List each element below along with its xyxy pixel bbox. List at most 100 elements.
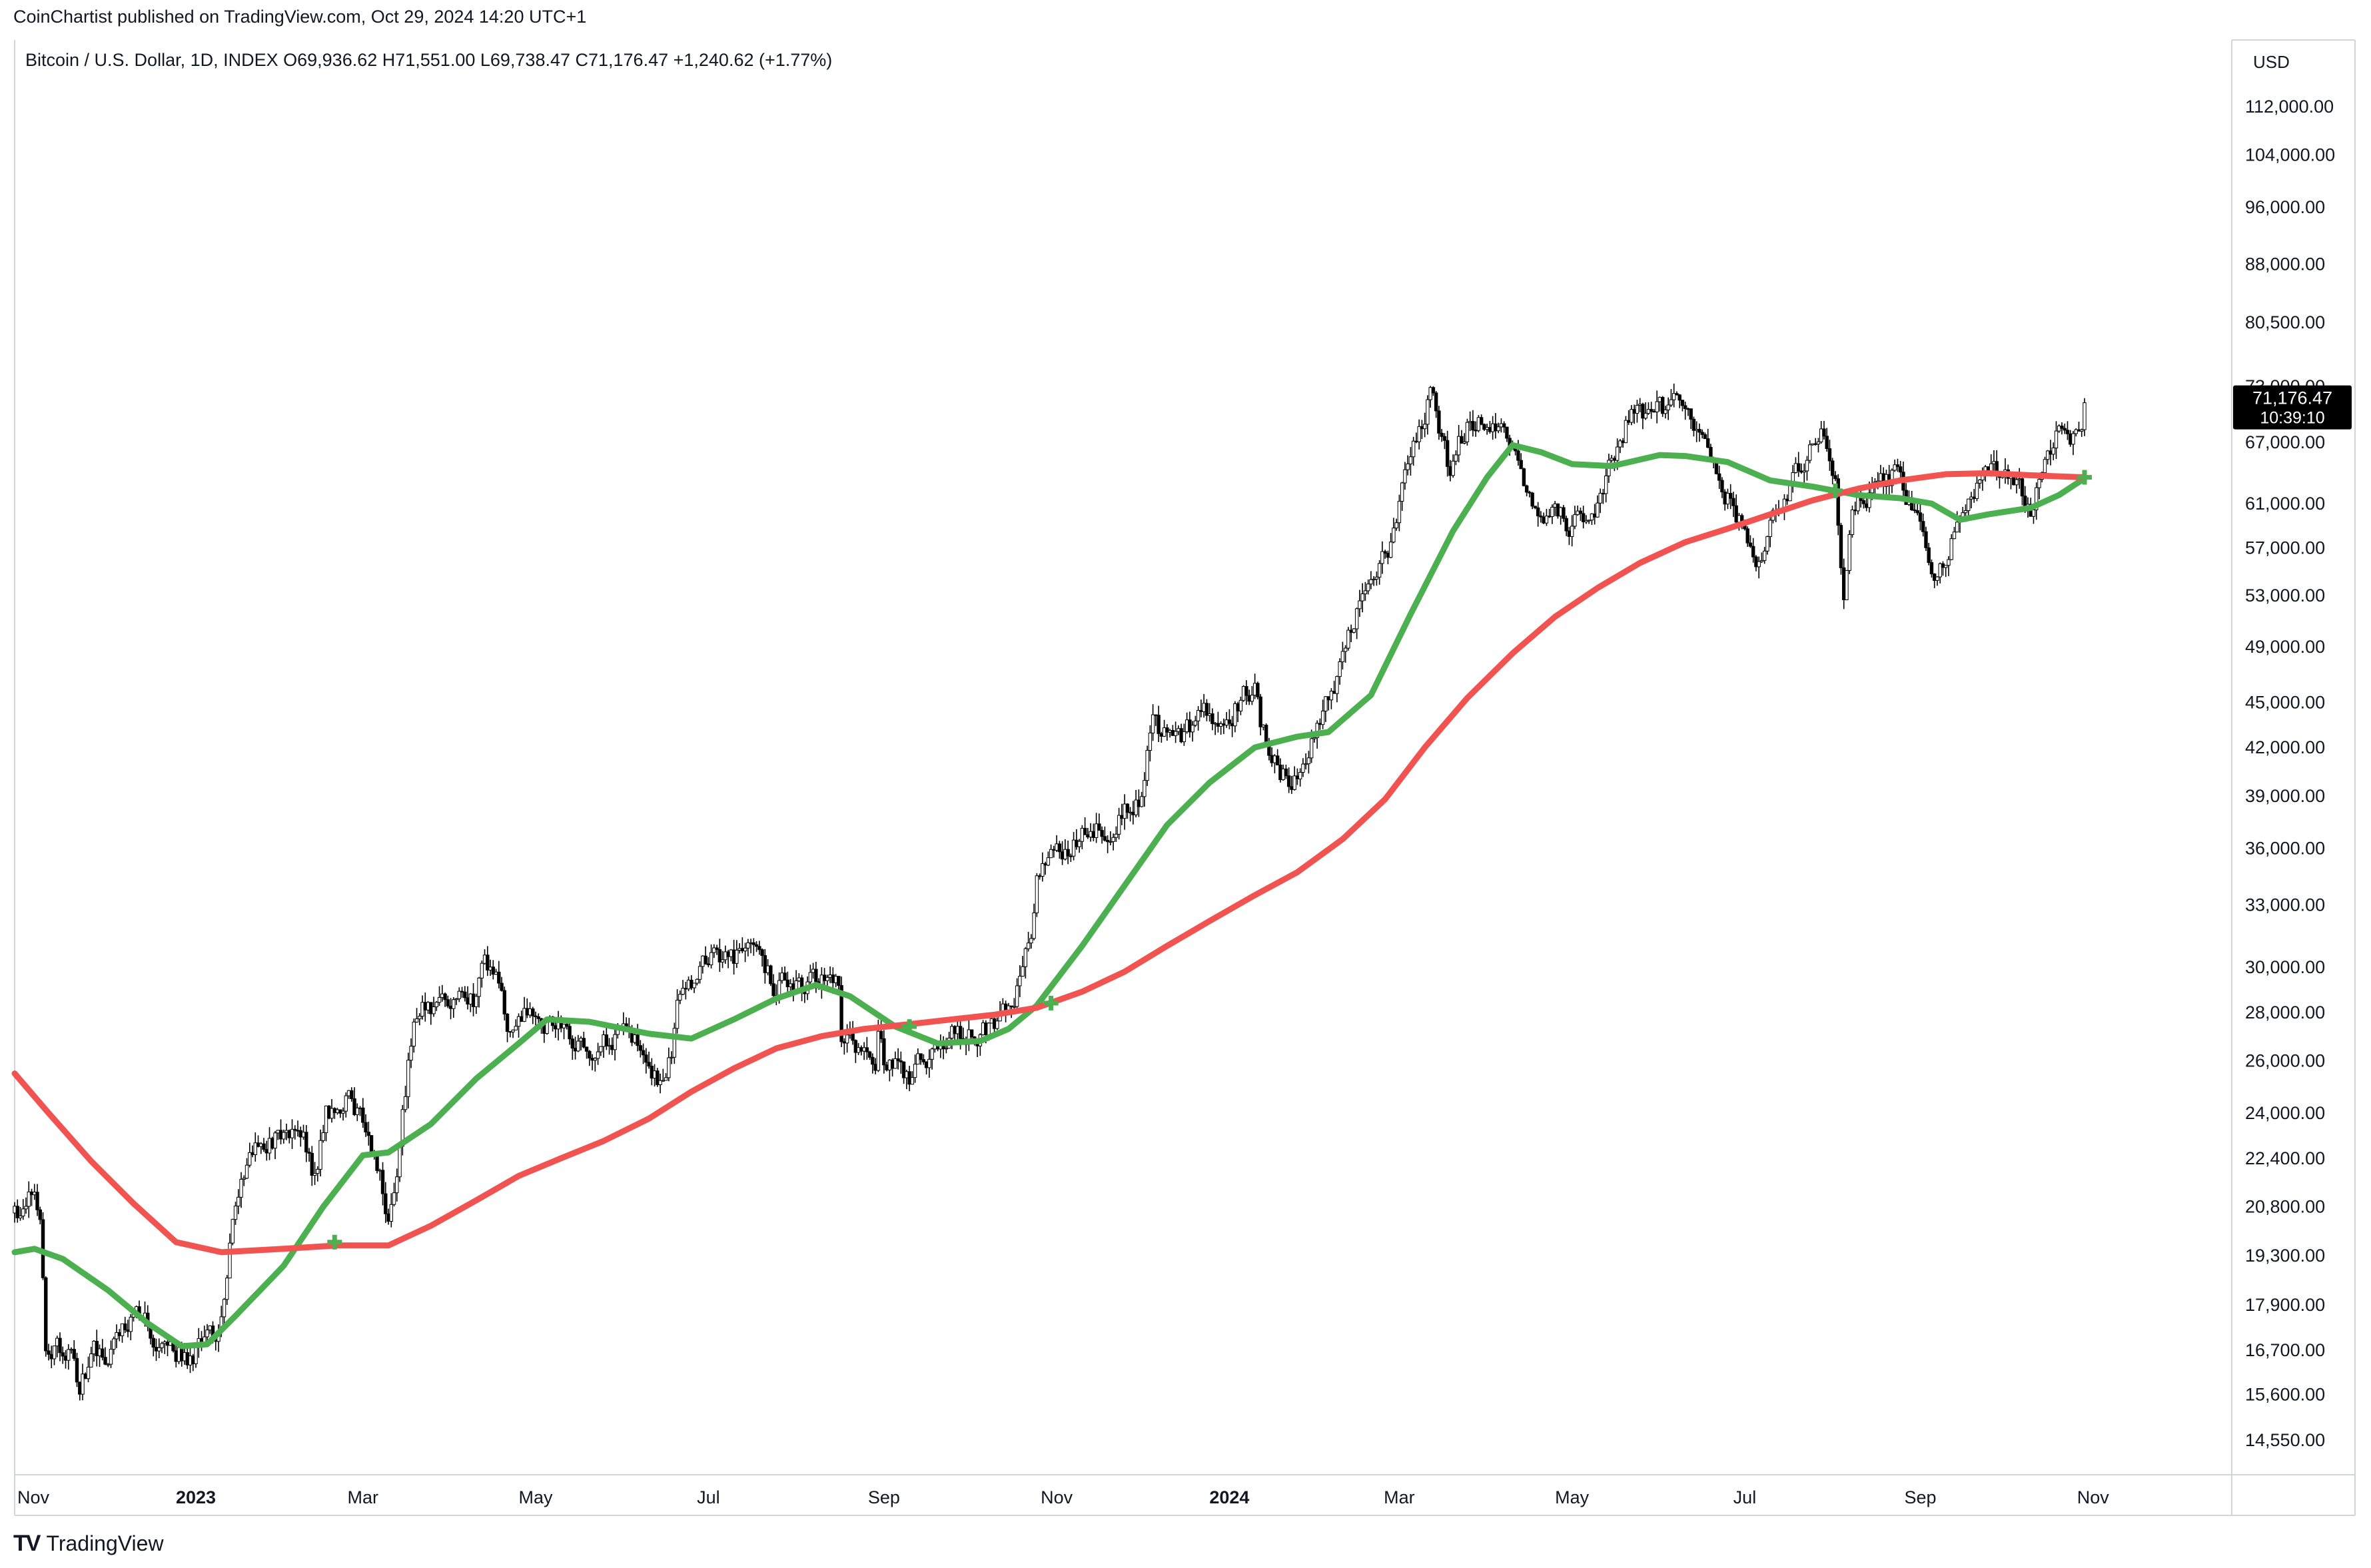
candle-body [95,1341,99,1356]
candle-body [1768,520,1772,538]
candle-body [1621,440,1625,444]
candle [95,1330,99,1367]
candle-body [916,1053,920,1065]
candle-body [406,1060,410,1097]
candle [44,1276,48,1357]
candle-body [681,988,685,995]
candle [1372,576,1376,586]
candle-body [1139,796,1144,807]
candle [375,1154,379,1174]
price-tick-label: 39,000.00 [2245,786,2325,806]
candle [129,1314,133,1341]
candle-body [454,998,458,1000]
candle [1177,725,1181,735]
candle-body [1867,492,1871,508]
candle-body [63,1356,68,1361]
candle [1694,421,1699,442]
candle [1196,706,1200,731]
candle-body [1298,772,1302,779]
candle-body [1349,629,1353,633]
candle [1247,689,1251,705]
candle [1037,873,1042,880]
candle [1646,402,1651,415]
candle-body [273,1132,277,1149]
candle-body [1921,521,1925,532]
candle [613,1028,617,1061]
candle [1972,489,1976,503]
candle [1725,488,1730,510]
candle-body [664,1077,668,1081]
candle [1437,406,1441,440]
candle-body [432,1006,436,1014]
candle-body [1165,727,1169,733]
candle-body [953,1026,957,1034]
candle-body [754,944,759,947]
candle [1847,530,1851,574]
candle [330,1099,334,1123]
candle [1544,508,1549,526]
candle-body [1751,546,1755,558]
candle-body [494,971,498,975]
candle [1431,386,1436,396]
candle-body [420,1002,424,1017]
candle-body [321,1132,325,1141]
candle [1697,423,1701,442]
candle-body [1383,551,1387,554]
price-tick-label: 49,000.00 [2245,637,2325,657]
candle-body [242,1178,246,1180]
candle-body [1967,498,1971,512]
candle-body [865,1047,869,1052]
candle-body [412,1021,416,1047]
candle [437,986,442,1006]
currency-label[interactable]: USD [2253,52,2290,72]
candle [386,1208,390,1225]
candle-body [867,1051,872,1058]
candle-body [1041,863,1045,877]
candle-body [24,1206,28,1210]
candle-body [1658,396,1662,402]
candle-body [97,1348,102,1356]
candle-body [1759,560,1764,562]
candle-body [38,1209,42,1220]
candle [717,939,722,973]
candle [1717,466,1721,489]
candle-body [1420,426,1424,430]
candle-body [1652,410,1656,413]
candle [505,1012,510,1042]
candle [1165,724,1169,741]
candle [307,1148,311,1162]
candle-body [1745,528,1749,544]
candle [1199,699,1203,717]
candle [1536,502,1540,527]
candle-body [78,1381,82,1395]
candle [822,968,827,987]
candle [1519,453,1523,470]
candle-body [1185,719,1189,733]
candle [366,1122,370,1146]
candle [242,1175,246,1186]
candle [301,1124,306,1140]
candle-body [502,990,507,1014]
candle-body [129,1316,133,1332]
candle-body [1827,448,1832,462]
candle [474,993,478,1014]
time-tick-label: Mar [1384,1487,1415,1507]
candle-body [267,1138,272,1154]
candle-body [1426,399,1430,425]
candle-body [1550,506,1554,517]
candle [658,1073,662,1094]
candle-body [1012,1006,1017,1008]
candle-body [1057,843,1062,853]
candle [1403,462,1407,490]
candle-body [49,1354,53,1360]
candle [825,975,829,986]
candle [406,1052,410,1109]
tradingview-brand[interactable]: TV TradingView [13,1531,164,1557]
candle [735,940,739,969]
candle-body [244,1164,249,1179]
candle-body [1842,567,1846,600]
candle [392,1182,396,1207]
candle [81,1364,85,1401]
candle [1669,389,1673,407]
